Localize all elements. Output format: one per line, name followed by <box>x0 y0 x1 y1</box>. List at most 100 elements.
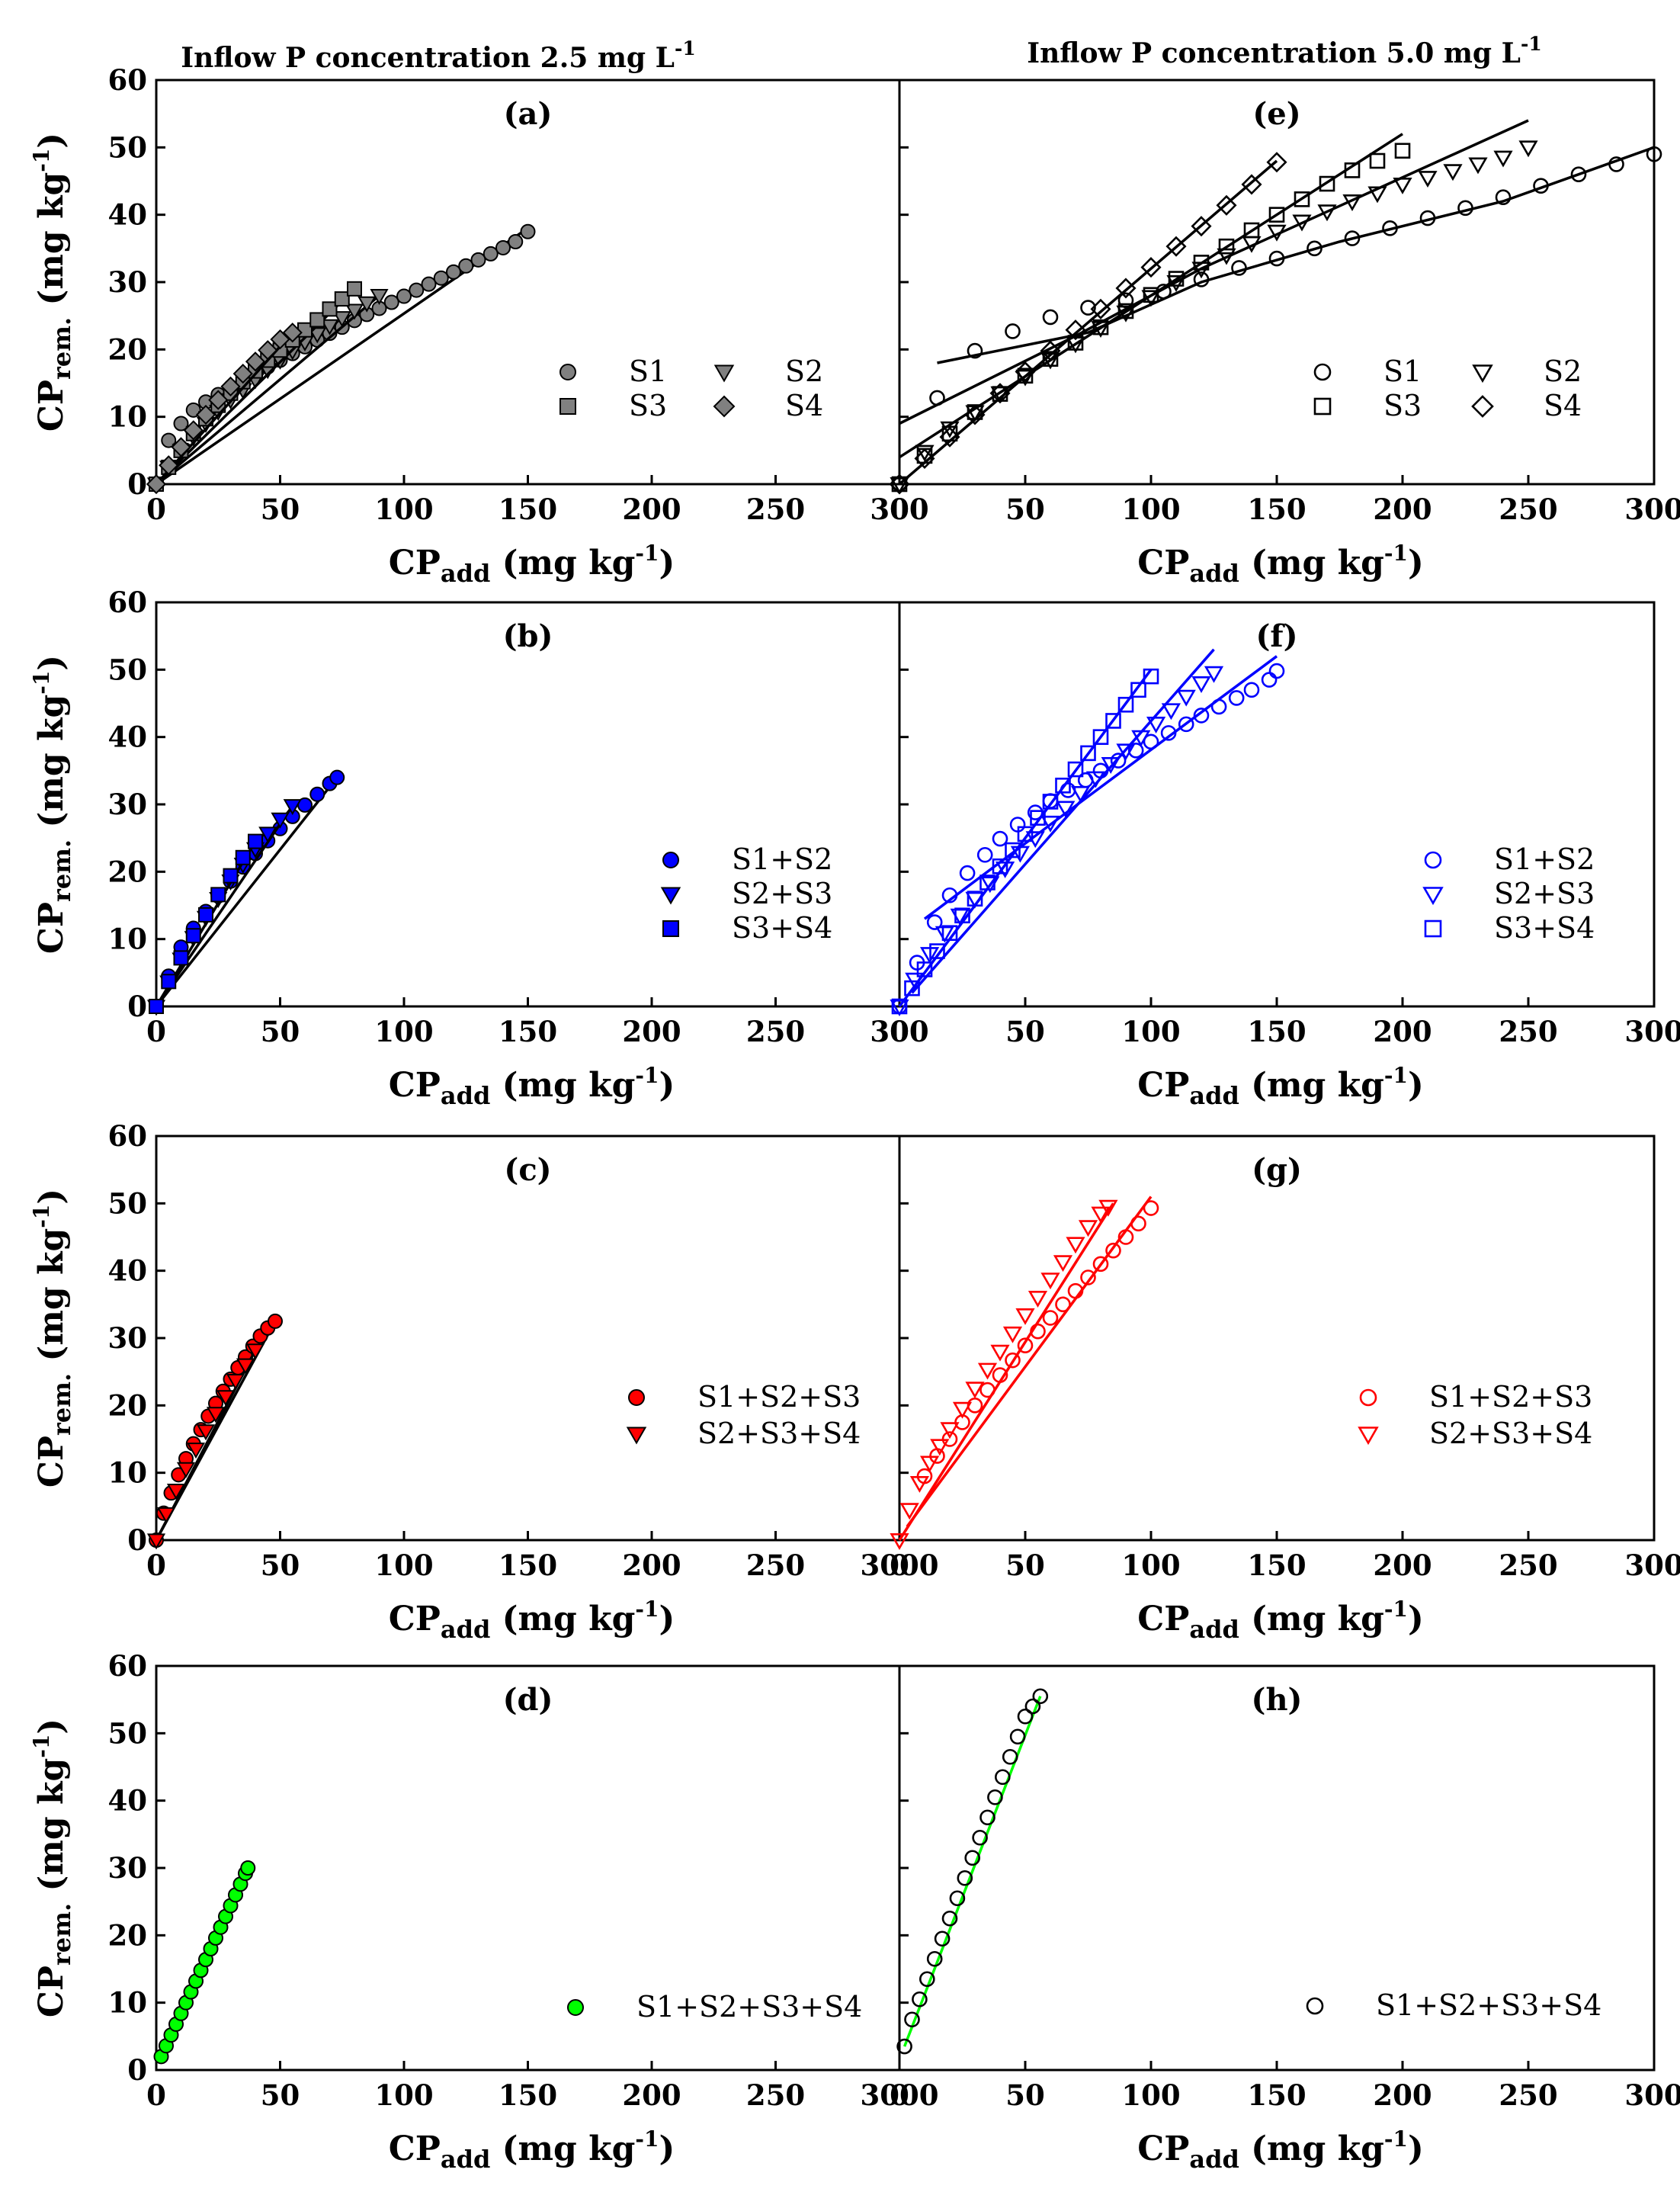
data-point <box>1382 220 1398 236</box>
legend-marker <box>1472 364 1493 384</box>
data-point <box>1191 676 1211 693</box>
data-point <box>1080 745 1096 762</box>
x-tick-label: 250 <box>746 1015 805 1048</box>
x-axis-label-units: (mg kg <box>1239 1066 1384 1105</box>
x-axis-label-units: (mg kg <box>490 2129 635 2168</box>
data-point <box>941 1910 958 1927</box>
data-point <box>909 1475 929 1493</box>
series-s2-s3-s4 <box>146 1343 265 1550</box>
data-point <box>409 282 425 298</box>
data-point <box>156 1507 176 1523</box>
data-point <box>1040 1273 1060 1290</box>
x-axis-label-sub: add <box>1189 1081 1239 1110</box>
y-axis-label-main: CP <box>32 1436 71 1488</box>
y-tick-label: 40 <box>108 1784 148 1818</box>
y-tick-label: 50 <box>108 1716 148 1750</box>
legend-label: S4 <box>785 389 823 422</box>
x-axis-label-close: ) <box>659 1066 675 1105</box>
x-tick-label: 300 <box>1624 1549 1680 1582</box>
data-point <box>1091 1206 1111 1224</box>
data-point <box>146 473 167 495</box>
y-tick-label: 0 <box>127 990 147 1023</box>
data-point <box>345 303 364 320</box>
data-point <box>1028 1291 1048 1308</box>
data-point <box>210 887 226 903</box>
data-point <box>1306 240 1323 257</box>
x-tick-label: 300 <box>1624 2078 1680 2112</box>
data-point <box>1419 210 1436 226</box>
data-point <box>891 476 908 493</box>
x-axis-label-main: CP <box>1137 1600 1189 1638</box>
x-axis-label-close: ) <box>659 1600 675 1638</box>
data-point <box>347 281 362 297</box>
legend-marker <box>660 887 681 905</box>
data-point <box>322 301 338 317</box>
data-point <box>899 1503 919 1520</box>
data-point <box>929 943 945 959</box>
data-point <box>308 327 327 344</box>
y-tick-label: 60 <box>108 1119 148 1153</box>
legend-label: S1+S2 <box>1494 842 1595 876</box>
panel-d: 0 50 100 150 200 250 30000102030405060(d)S1+S2… <box>29 1649 938 2174</box>
y-axis-label-sub: rem. <box>47 317 76 380</box>
data-point <box>186 1443 206 1459</box>
legend-label: S2+S3+S4 <box>697 1417 861 1450</box>
data-point <box>1040 815 1060 833</box>
data-point <box>1092 319 1109 335</box>
y-tick-label: 50 <box>108 653 148 686</box>
y-axis-label-main: CP <box>32 902 71 954</box>
x-axis-label-main: CP <box>1137 544 1189 583</box>
data-point <box>1218 238 1235 255</box>
fit-line <box>923 655 1278 920</box>
data-point <box>1369 152 1386 169</box>
x-tick-label: 250 <box>746 493 805 526</box>
data-point <box>1146 717 1166 733</box>
data-point <box>954 907 970 924</box>
data-point <box>935 926 954 943</box>
data-point <box>1191 216 1212 237</box>
legend-marker <box>1313 363 1332 381</box>
x-tick-label: 150 <box>1247 493 1306 526</box>
data-point <box>171 437 191 457</box>
legend-label: S2+S3 <box>1494 877 1595 910</box>
legend-label: S4 <box>1544 389 1582 422</box>
data-point <box>1067 1282 1084 1299</box>
y-axis-label-units: (mg kg <box>32 695 71 839</box>
data-point <box>1204 666 1224 683</box>
data-point <box>1140 257 1162 278</box>
y-axis-label-sub: rem. <box>47 1373 76 1436</box>
x-axis-label-sub: add <box>1189 559 1239 588</box>
series-s4 <box>146 323 303 495</box>
data-point <box>1067 335 1084 351</box>
x-tick-label: 50 <box>261 1015 300 1048</box>
data-point <box>1216 194 1237 216</box>
data-point <box>1098 1199 1118 1217</box>
data-point <box>939 426 960 448</box>
data-point <box>1457 200 1473 217</box>
data-point <box>270 329 290 350</box>
y-axis-label: CPrem. (mg kg-1) <box>29 655 76 954</box>
data-point <box>1495 189 1512 206</box>
y-tick-label: 60 <box>108 1649 148 1683</box>
data-point <box>889 473 910 495</box>
data-point <box>926 914 943 930</box>
x-tick-label: 0 <box>890 1549 909 1582</box>
legend-marker <box>1306 1997 1324 2015</box>
x-tick-label: 150 <box>499 1015 557 1048</box>
x-tick-label: 200 <box>1373 1549 1432 1582</box>
legend-marker <box>713 364 735 383</box>
series-s3-s4 <box>149 833 263 1014</box>
data-point <box>421 276 437 292</box>
x-tick-label: 50 <box>261 493 300 526</box>
y-axis-label: CPrem. (mg kg-1) <box>29 1719 76 2017</box>
series-s1 <box>149 223 536 492</box>
x-axis-label-sup: -1 <box>1384 1597 1408 1622</box>
x-axis-label-units: (mg kg <box>490 544 635 583</box>
data-point <box>964 404 986 425</box>
x-tick-label: 100 <box>374 1015 433 1048</box>
data-point <box>483 246 499 262</box>
data-point <box>1024 1698 1041 1715</box>
y-axis-label: CPrem. (mg kg-1) <box>29 133 76 432</box>
